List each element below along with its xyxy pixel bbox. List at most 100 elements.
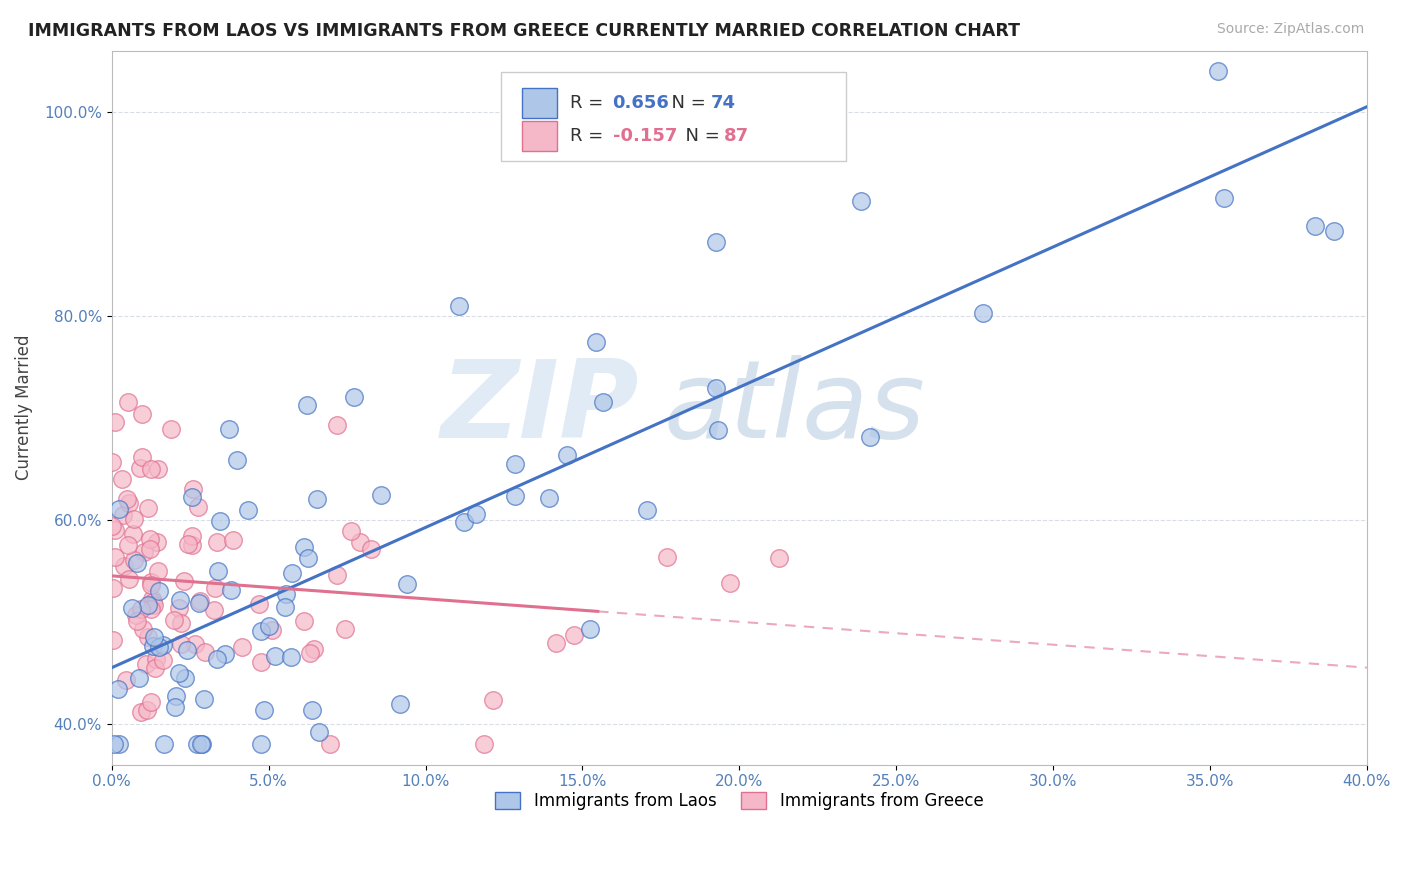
Point xyxy=(704,235,727,249)
Point xyxy=(972,306,994,320)
Point xyxy=(170,615,193,630)
Point xyxy=(174,671,197,685)
Point xyxy=(188,596,211,610)
Point xyxy=(299,646,322,660)
Legend: Immigrants from Laos, Immigrants from Greece: Immigrants from Laos, Immigrants from Gr… xyxy=(488,785,990,817)
Point xyxy=(301,703,323,717)
Point xyxy=(718,576,741,591)
Point xyxy=(148,584,170,599)
Text: -0.157: -0.157 xyxy=(613,128,676,145)
Point xyxy=(592,395,614,409)
Point xyxy=(464,507,486,521)
Point xyxy=(177,537,200,551)
Point xyxy=(103,523,125,537)
Point xyxy=(152,652,174,666)
Point xyxy=(121,600,143,615)
Point xyxy=(111,508,134,523)
Point xyxy=(141,578,163,592)
Point xyxy=(181,538,204,552)
Point xyxy=(343,390,366,404)
Text: atlas: atlas xyxy=(664,355,927,460)
Point xyxy=(115,492,138,507)
Text: 0.656: 0.656 xyxy=(613,94,669,112)
Point xyxy=(122,527,145,541)
Point xyxy=(396,577,419,591)
Point xyxy=(209,514,232,528)
Point xyxy=(181,491,204,505)
Point xyxy=(138,630,160,644)
FancyBboxPatch shape xyxy=(522,121,557,152)
Point xyxy=(655,549,678,564)
Point xyxy=(167,601,190,615)
Point xyxy=(143,661,166,675)
Point xyxy=(505,489,527,503)
Point xyxy=(186,737,208,751)
Point xyxy=(472,737,495,751)
Point xyxy=(349,534,371,549)
Point xyxy=(579,622,602,636)
Text: 87: 87 xyxy=(724,128,749,145)
Point xyxy=(447,299,470,313)
Point xyxy=(360,541,382,556)
Point xyxy=(111,473,134,487)
Point xyxy=(135,657,157,671)
Point xyxy=(1213,191,1236,205)
Point xyxy=(139,461,162,475)
Point xyxy=(152,638,174,652)
Point xyxy=(249,656,271,670)
Point xyxy=(319,737,342,751)
Point xyxy=(136,501,159,516)
Point xyxy=(851,194,873,208)
Point xyxy=(482,693,505,707)
Point xyxy=(274,599,297,614)
Text: IMMIGRANTS FROM LAOS VS IMMIGRANTS FROM GREECE CURRENTLY MARRIED CORRELATION CHA: IMMIGRANTS FROM LAOS VS IMMIGRANTS FROM … xyxy=(28,22,1021,40)
Point xyxy=(136,703,159,717)
Text: N =: N = xyxy=(661,94,711,112)
Point xyxy=(537,491,560,506)
Point xyxy=(297,551,319,566)
Point xyxy=(136,599,159,613)
Point xyxy=(236,503,259,517)
Point xyxy=(292,614,315,628)
Point xyxy=(132,622,155,636)
Point xyxy=(194,645,217,659)
Point xyxy=(503,458,526,472)
Point xyxy=(131,450,153,465)
Point xyxy=(250,737,273,751)
Point xyxy=(117,394,139,409)
Point xyxy=(165,690,187,704)
Point xyxy=(219,582,242,597)
Point xyxy=(103,581,125,595)
Point xyxy=(181,482,204,496)
Point xyxy=(143,630,166,644)
Point xyxy=(129,602,152,616)
Point xyxy=(544,636,567,650)
Point xyxy=(131,407,153,421)
Point xyxy=(101,455,124,469)
Point xyxy=(202,602,225,616)
Point xyxy=(125,614,148,628)
FancyBboxPatch shape xyxy=(501,72,846,161)
Point xyxy=(389,697,412,711)
Point xyxy=(636,503,658,517)
Point xyxy=(128,671,150,685)
Text: 74: 74 xyxy=(710,94,735,112)
Point xyxy=(127,556,149,570)
Point xyxy=(214,647,236,661)
Point xyxy=(183,637,205,651)
Point xyxy=(165,700,187,714)
Point xyxy=(370,488,392,502)
Point xyxy=(169,665,191,680)
Point xyxy=(180,528,202,542)
Point xyxy=(1303,219,1326,234)
Point xyxy=(142,639,165,653)
Text: R =: R = xyxy=(569,128,609,145)
Point xyxy=(187,500,209,514)
Point xyxy=(292,540,315,554)
Point xyxy=(118,572,141,586)
Point xyxy=(159,422,181,436)
Point xyxy=(145,652,167,666)
Point xyxy=(146,462,169,476)
Point xyxy=(263,648,285,663)
FancyBboxPatch shape xyxy=(522,87,557,118)
